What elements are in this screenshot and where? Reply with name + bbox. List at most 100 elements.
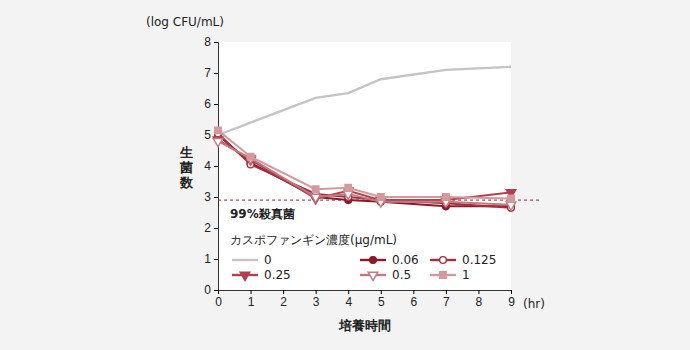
x-tick: 4 xyxy=(345,290,352,309)
legend-symbol xyxy=(370,257,377,264)
plot-background xyxy=(218,42,511,290)
legend-label: 0.25 xyxy=(264,268,291,282)
legend-label: 0.125 xyxy=(462,253,496,267)
data-point xyxy=(506,202,516,210)
data-point xyxy=(312,186,318,192)
legend-item: 0.125 xyxy=(430,253,496,267)
threshold-label: 99%殺真菌 xyxy=(230,207,295,221)
x-axis-line xyxy=(219,291,512,295)
x-tick-mark xyxy=(478,290,479,294)
x-tick: 0 xyxy=(215,290,222,309)
series-line xyxy=(218,141,511,205)
data-point xyxy=(378,194,384,200)
x-tick-label: 1 xyxy=(248,295,255,309)
plot-area xyxy=(213,67,516,211)
legend-symbol xyxy=(368,272,378,280)
x-tick-label: 3 xyxy=(313,295,320,309)
y-tick-label: 7 xyxy=(204,66,211,80)
x-tick-label: 8 xyxy=(476,295,483,309)
y-tick-mark xyxy=(214,197,218,198)
x-tick-mark xyxy=(381,290,382,294)
y-tick-mark xyxy=(214,228,218,229)
x-tick-label: 0 xyxy=(215,295,222,309)
y-tick-mark xyxy=(214,42,218,43)
y-tick: 3 xyxy=(204,190,218,204)
x-tick-label: 6 xyxy=(410,295,417,309)
series-line xyxy=(218,67,511,135)
chart: 0 1 2 3 4 5 6 7 8 9 0 1 2 3 4 5 6 7 8 (log CFU/mL) 生菌数培養時間 (h… xyxy=(0,0,690,350)
x-tick-label: 7 xyxy=(443,295,450,309)
legend-label: 1 xyxy=(462,268,470,282)
x-tick-mark xyxy=(348,290,349,294)
legend: カスポファンギン濃度(μg/mL) 0 0.06 0.125 0.25 0.5 1 xyxy=(230,233,496,282)
legend-swatch xyxy=(232,259,258,261)
x-tick: 2 xyxy=(280,290,287,309)
y-tick-label: 8 xyxy=(204,35,211,49)
x-tick: 3 xyxy=(313,290,320,309)
data-point xyxy=(247,153,253,159)
y-tick: 2 xyxy=(204,221,218,235)
y-tick-label: 6 xyxy=(204,97,211,111)
x-tick: 1 xyxy=(248,290,255,309)
x-axis: 0 1 2 3 4 5 6 7 8 9 xyxy=(215,290,515,309)
y-tick-mark xyxy=(214,73,218,74)
x-tick: 5 xyxy=(378,290,385,309)
y-tick-mark xyxy=(214,290,218,291)
y-tick: 8 xyxy=(204,35,218,49)
x-tick: 7 xyxy=(443,290,450,309)
y-tick-mark xyxy=(214,166,218,167)
x-axis-title: 培養時間 xyxy=(338,318,391,333)
y-tick: 7 xyxy=(204,66,218,80)
x-tick-mark xyxy=(511,290,512,294)
x-tick: 8 xyxy=(476,290,483,309)
data-point xyxy=(343,191,353,199)
y-tick-mark xyxy=(214,104,218,105)
y-tick: 4 xyxy=(204,159,218,173)
y-tick-label: 0 xyxy=(204,283,211,297)
legend-item: 0.25 xyxy=(232,268,291,282)
y-tick-label: 5 xyxy=(204,128,211,142)
series xyxy=(215,127,514,202)
y-axis-title: 生菌数 xyxy=(179,145,194,190)
data-point xyxy=(508,195,514,201)
x-tick: 9 xyxy=(508,290,515,309)
legend-label: 0.5 xyxy=(392,268,411,282)
legend-symbol xyxy=(440,257,447,264)
y-tick-label: 1 xyxy=(204,252,211,266)
x-tick-mark xyxy=(316,290,317,294)
legend-item: 0.06 xyxy=(360,253,419,267)
data-point xyxy=(345,184,351,190)
series xyxy=(213,137,516,206)
x-tick: 6 xyxy=(410,290,417,309)
series-line xyxy=(218,130,511,198)
x-tick-label: 2 xyxy=(280,295,287,309)
x-tick-label: 9 xyxy=(508,295,515,309)
x-tick-mark xyxy=(413,290,414,294)
legend-symbol xyxy=(440,272,446,278)
data-point xyxy=(311,194,321,202)
series xyxy=(213,138,516,210)
legend-title: カスポファンギン濃度(μg/mL) xyxy=(230,233,397,247)
x-tick-mark xyxy=(283,290,284,294)
legend-symbol xyxy=(240,272,250,280)
y-axis: 0 1 2 3 4 5 6 7 8 xyxy=(204,35,218,297)
legend-label: 0 xyxy=(264,253,272,267)
series xyxy=(215,130,515,211)
y-unit: (log CFU/mL) xyxy=(146,15,224,29)
legend-item: 1 xyxy=(430,268,470,282)
y-tick-label: 2 xyxy=(204,221,211,235)
legend-label: 0.06 xyxy=(392,253,419,267)
legend-item: 0.5 xyxy=(360,268,411,282)
y-tick: 6 xyxy=(204,97,218,111)
series-line xyxy=(218,140,511,200)
y-tick-mark xyxy=(214,259,218,260)
x-unit: (hr) xyxy=(523,297,545,311)
series xyxy=(218,67,511,135)
y-tick: 1 xyxy=(204,252,218,266)
x-tick-label: 4 xyxy=(345,295,352,309)
data-point xyxy=(213,138,223,146)
y-axis-line xyxy=(214,43,219,291)
legend-item: 0 xyxy=(232,253,272,267)
x-tick-label: 5 xyxy=(378,295,385,309)
y-tick: 0 xyxy=(204,283,218,297)
